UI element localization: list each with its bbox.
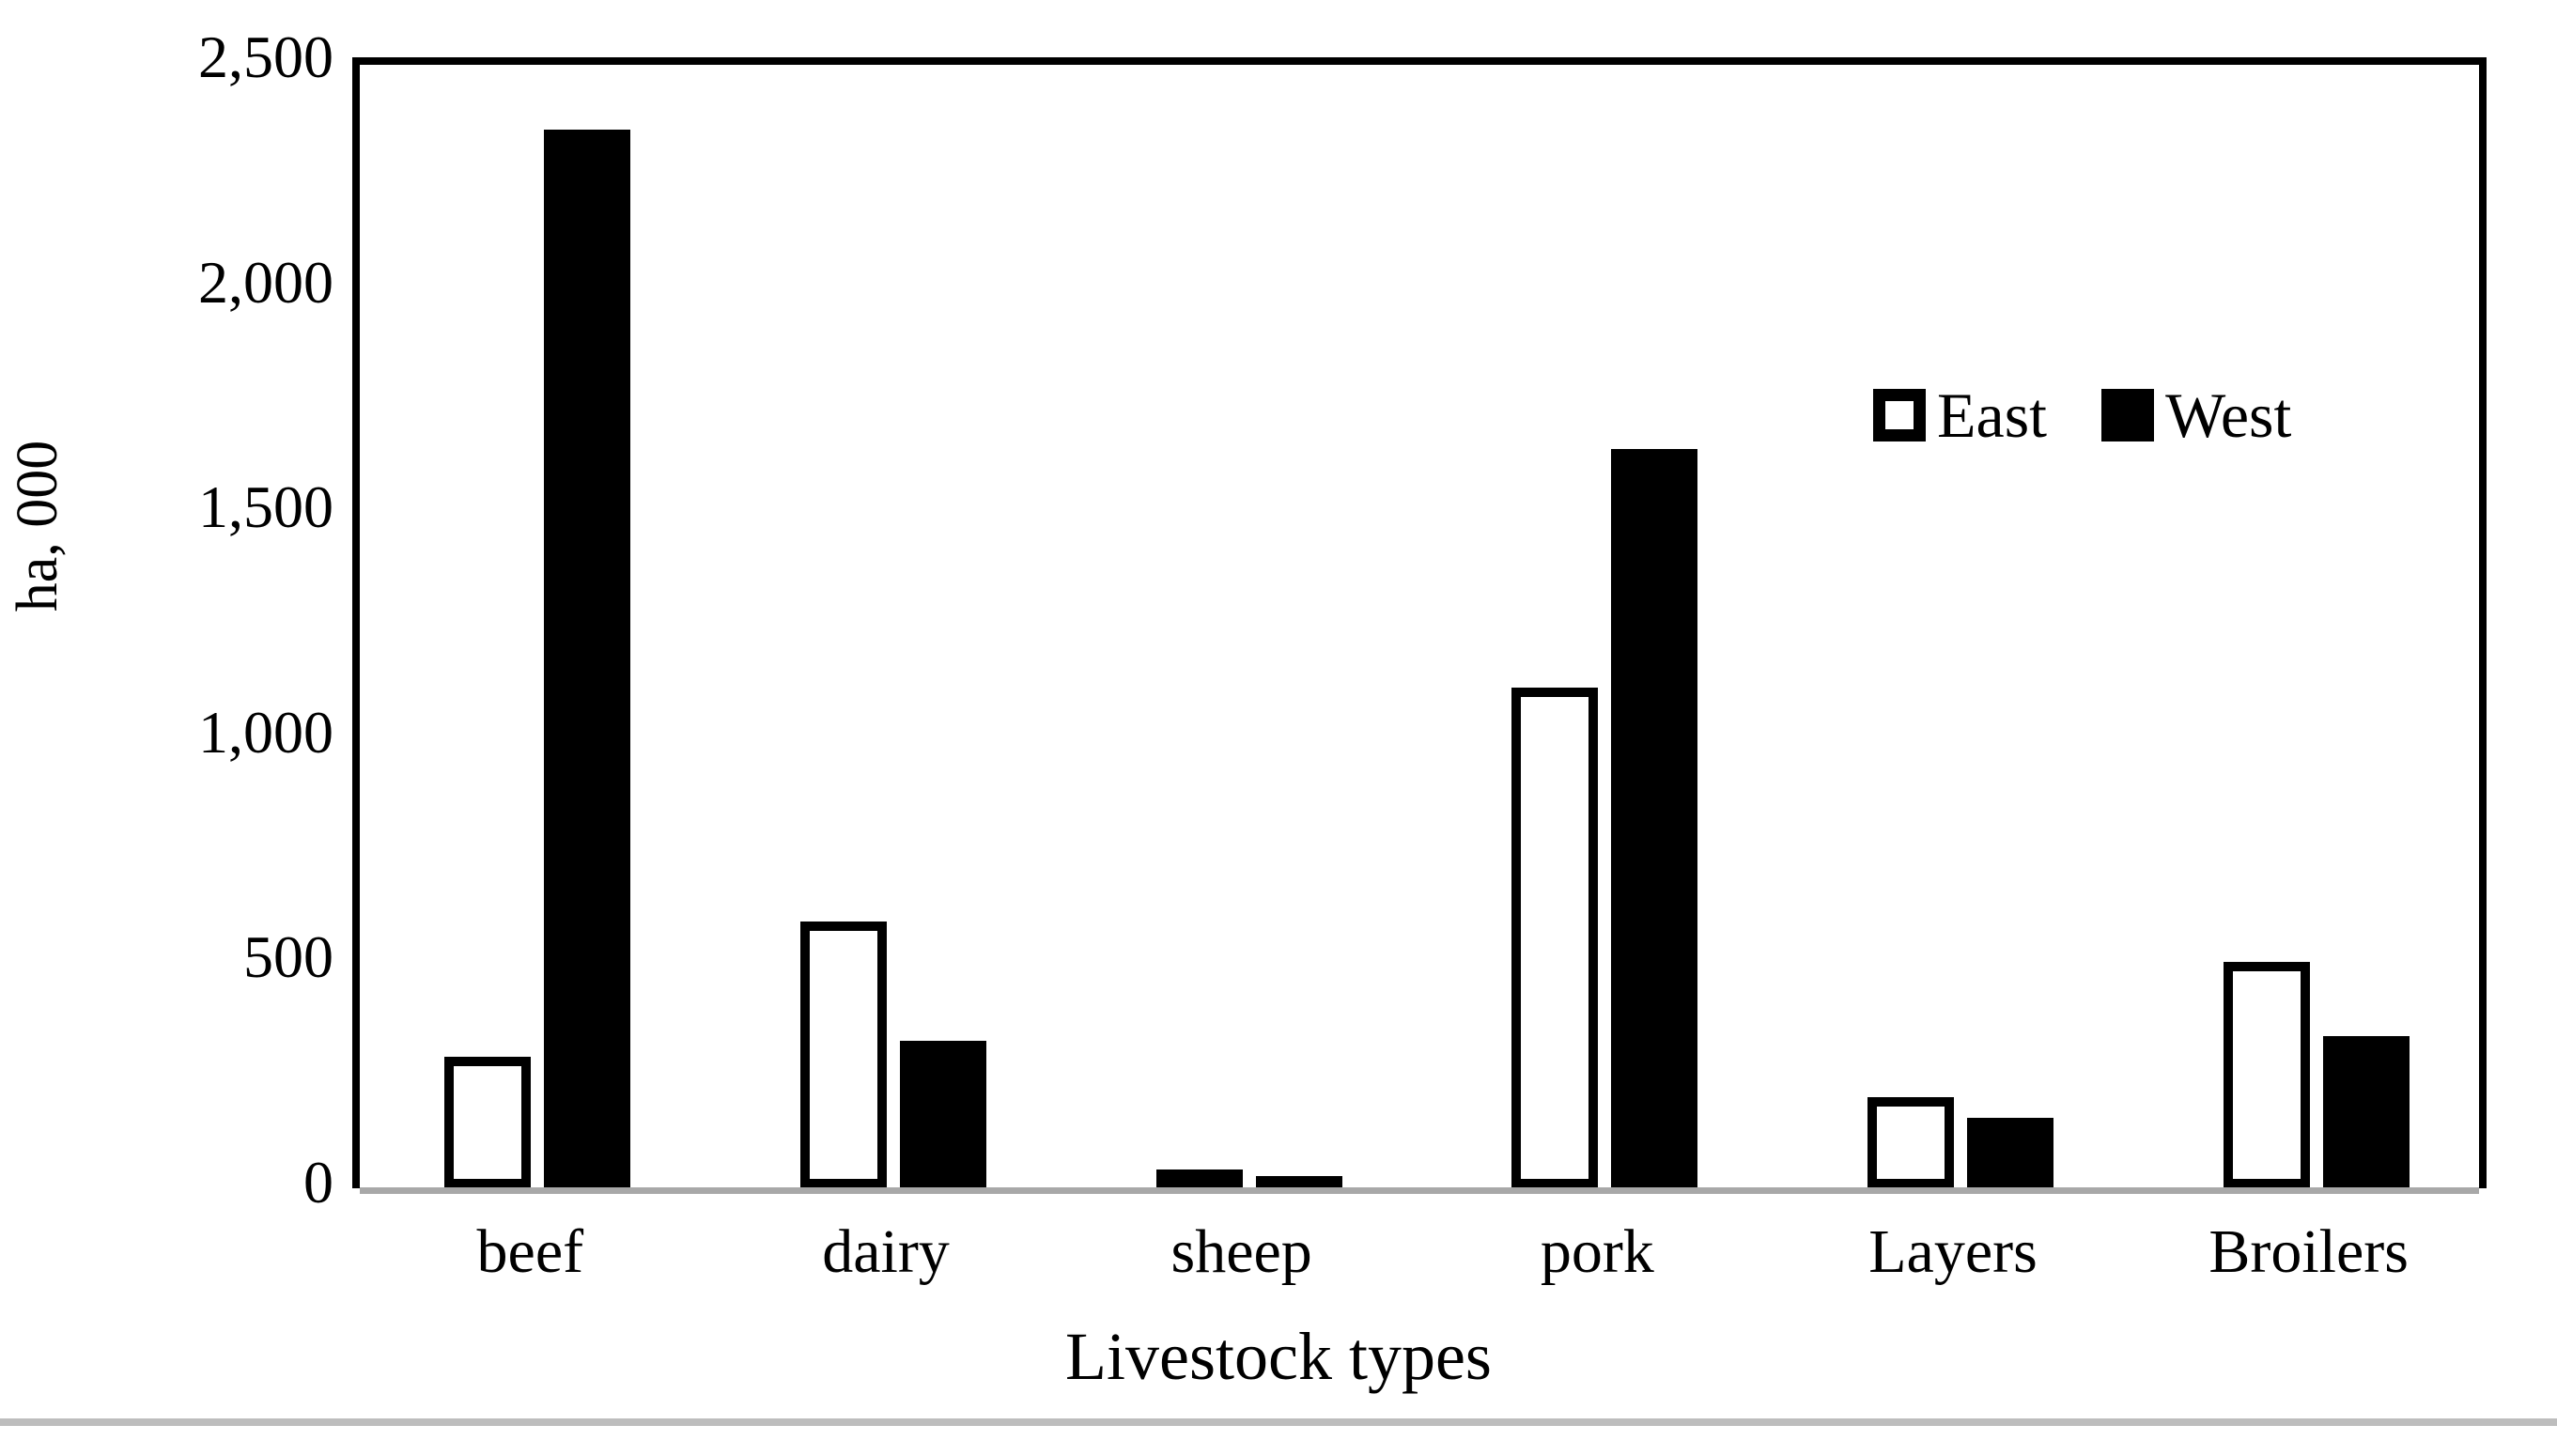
bar-west-beef	[544, 129, 631, 1188]
bar-west-dairy	[900, 1041, 986, 1188]
legend-label-west: West	[2165, 379, 2292, 451]
y-tick-label: 0	[303, 1149, 333, 1216]
x-axis-title: Livestock types	[1065, 1319, 1492, 1394]
y-tick-label: 2,500	[198, 23, 333, 90]
x-axis-baseline	[360, 1187, 2479, 1194]
x-category-label-broilers: Broilers	[2208, 1217, 2409, 1286]
bar-east-sheep	[1155, 1169, 1243, 1188]
bar-east-layers	[1867, 1096, 1954, 1188]
bar-west-pork	[1611, 448, 1698, 1188]
legend-item-west: West	[2101, 383, 2291, 447]
page-divider	[0, 1418, 2557, 1426]
bar-east-broilers	[2223, 962, 2310, 1188]
y-tick-label: 1,500	[198, 473, 333, 541]
bar-west-broilers	[2322, 1036, 2410, 1188]
legend-item-east: East	[1873, 383, 2047, 447]
bar-east-beef	[444, 1056, 532, 1188]
plot-area	[352, 57, 2487, 1194]
x-category-label-pork: pork	[1540, 1217, 1654, 1286]
y-tick-label: 1,000	[198, 698, 333, 766]
x-category-label-sheep: sheep	[1170, 1217, 1312, 1286]
x-category-label-layers: Layers	[1868, 1217, 2038, 1286]
y-tick-label: 2,000	[198, 248, 333, 316]
legend: East West	[1873, 383, 2291, 447]
legend-swatch-west	[2101, 389, 2155, 441]
bar-east-pork	[1511, 687, 1599, 1188]
bar-west-sheep	[1255, 1175, 1342, 1188]
bar-east-dairy	[800, 922, 887, 1188]
y-tick-label: 500	[243, 923, 333, 991]
legend-swatch-east	[1873, 389, 1926, 441]
x-category-label-beef: beef	[476, 1217, 584, 1286]
bar-west-layers	[1967, 1117, 2053, 1188]
legend-label-east: East	[1937, 379, 2048, 451]
x-category-label-dairy: dairy	[822, 1217, 950, 1286]
